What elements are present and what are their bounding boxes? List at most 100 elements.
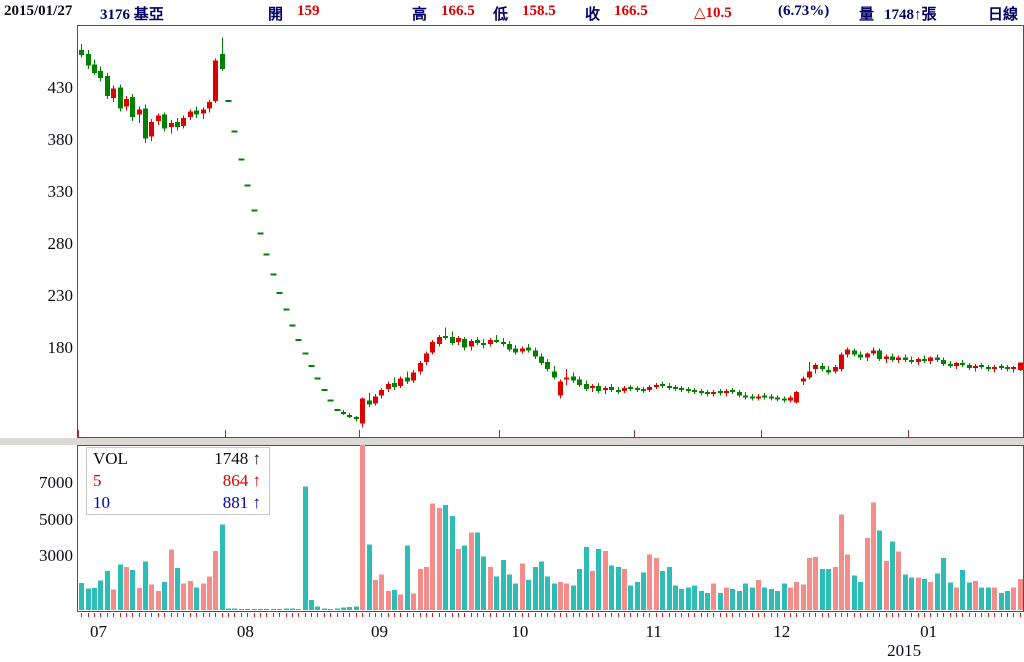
candle: [743, 395, 748, 398]
candle: [641, 389, 646, 392]
volume-bar: [826, 569, 831, 610]
volume-bar: [124, 567, 129, 610]
candle: [711, 392, 716, 395]
volume-bar: [603, 550, 608, 610]
volume-bar: [450, 516, 455, 610]
candle: [188, 111, 193, 117]
candle: [564, 377, 569, 380]
volume-bar: [967, 582, 972, 610]
candle: [386, 383, 391, 390]
candle: [596, 385, 601, 392]
volume-bar: [743, 583, 748, 610]
volume-bar: [188, 580, 193, 610]
candle: [667, 385, 672, 388]
candle: [628, 386, 633, 389]
legend-vol-value: 1748 ↑: [214, 449, 262, 468]
candle: [718, 391, 723, 394]
candle: [418, 362, 423, 372]
candle: [654, 384, 659, 387]
month-label: 01: [920, 622, 938, 641]
volume-bar: [335, 608, 340, 610]
volume-bar: [692, 585, 697, 610]
volume-bar: [654, 558, 659, 610]
volume-bar: [948, 582, 953, 610]
candle: [411, 372, 416, 381]
candle: [896, 357, 901, 360]
volume-bar: [845, 554, 850, 610]
high-value: 166.5: [441, 3, 475, 19]
change-percent: (6.73%): [778, 3, 830, 19]
candle: [724, 391, 729, 394]
up-arrow-icon: ↑: [252, 449, 262, 468]
volume-bar: [699, 590, 704, 610]
close-value: 166.5: [614, 3, 648, 19]
candle: [263, 253, 270, 256]
candle: [877, 350, 882, 359]
volume-bar: [794, 581, 799, 610]
volume-bar: [501, 559, 506, 610]
volume-bar: [584, 547, 589, 610]
candle: [149, 122, 154, 137]
volume-bar: [411, 593, 416, 610]
volume-bar: [558, 581, 563, 610]
volume-bar: [220, 524, 225, 610]
open-label: 開: [268, 7, 284, 23]
volume-bar: [418, 569, 423, 610]
candle: [948, 363, 953, 367]
candle: [314, 377, 321, 380]
candle: [922, 358, 927, 361]
candle: [807, 371, 812, 378]
volume-bar: [807, 558, 812, 610]
stock-id-name: 3176 基亞: [100, 7, 164, 23]
volume-bar: [820, 569, 825, 610]
candle: [488, 339, 493, 345]
candle: [871, 350, 876, 354]
candle: [941, 359, 946, 364]
candle: [526, 347, 531, 351]
candle: [686, 389, 691, 392]
volume-bar: [724, 587, 729, 610]
volume-bar: [245, 608, 250, 610]
volume-bar: [737, 590, 742, 610]
volume-bar: [367, 544, 372, 610]
volume-bar: [750, 587, 755, 610]
candle: [999, 366, 1004, 369]
candle: [231, 130, 238, 133]
volume-bar: [213, 550, 218, 610]
open-value: 159: [297, 3, 320, 19]
legend-row-ma5: 5 864 ↑: [87, 470, 269, 492]
candle: [475, 339, 480, 344]
volume-bar: [852, 575, 857, 610]
candle: [909, 359, 914, 362]
volume-bar: [1018, 579, 1023, 610]
candle: [257, 232, 264, 235]
candle: [584, 383, 589, 390]
volume-bar: [526, 579, 531, 610]
axis-tick-label: 230: [47, 286, 74, 306]
candle: [660, 383, 665, 386]
volume-bar: [960, 569, 965, 610]
volume-bar: [577, 569, 582, 610]
volume-bar: [354, 606, 359, 610]
candle: [162, 114, 167, 129]
candle: [967, 365, 972, 369]
candle: [699, 391, 704, 394]
candle: [1018, 362, 1023, 371]
volume-bar: [877, 530, 882, 610]
candle: [86, 54, 91, 66]
legend-vol-label: VOL: [93, 449, 128, 468]
volume-bar: [711, 583, 716, 610]
volume-bar: [169, 549, 174, 610]
period-selector[interactable]: 日線: [988, 7, 1019, 23]
volume-bar: [507, 574, 512, 610]
candle: [494, 339, 499, 343]
volume-bar: [973, 580, 978, 610]
volume-bar: [271, 608, 276, 610]
volume-bar: [533, 567, 538, 610]
candle: [705, 392, 710, 395]
volume-bar: [679, 589, 684, 610]
candle: [373, 396, 378, 404]
candle: [845, 349, 850, 355]
